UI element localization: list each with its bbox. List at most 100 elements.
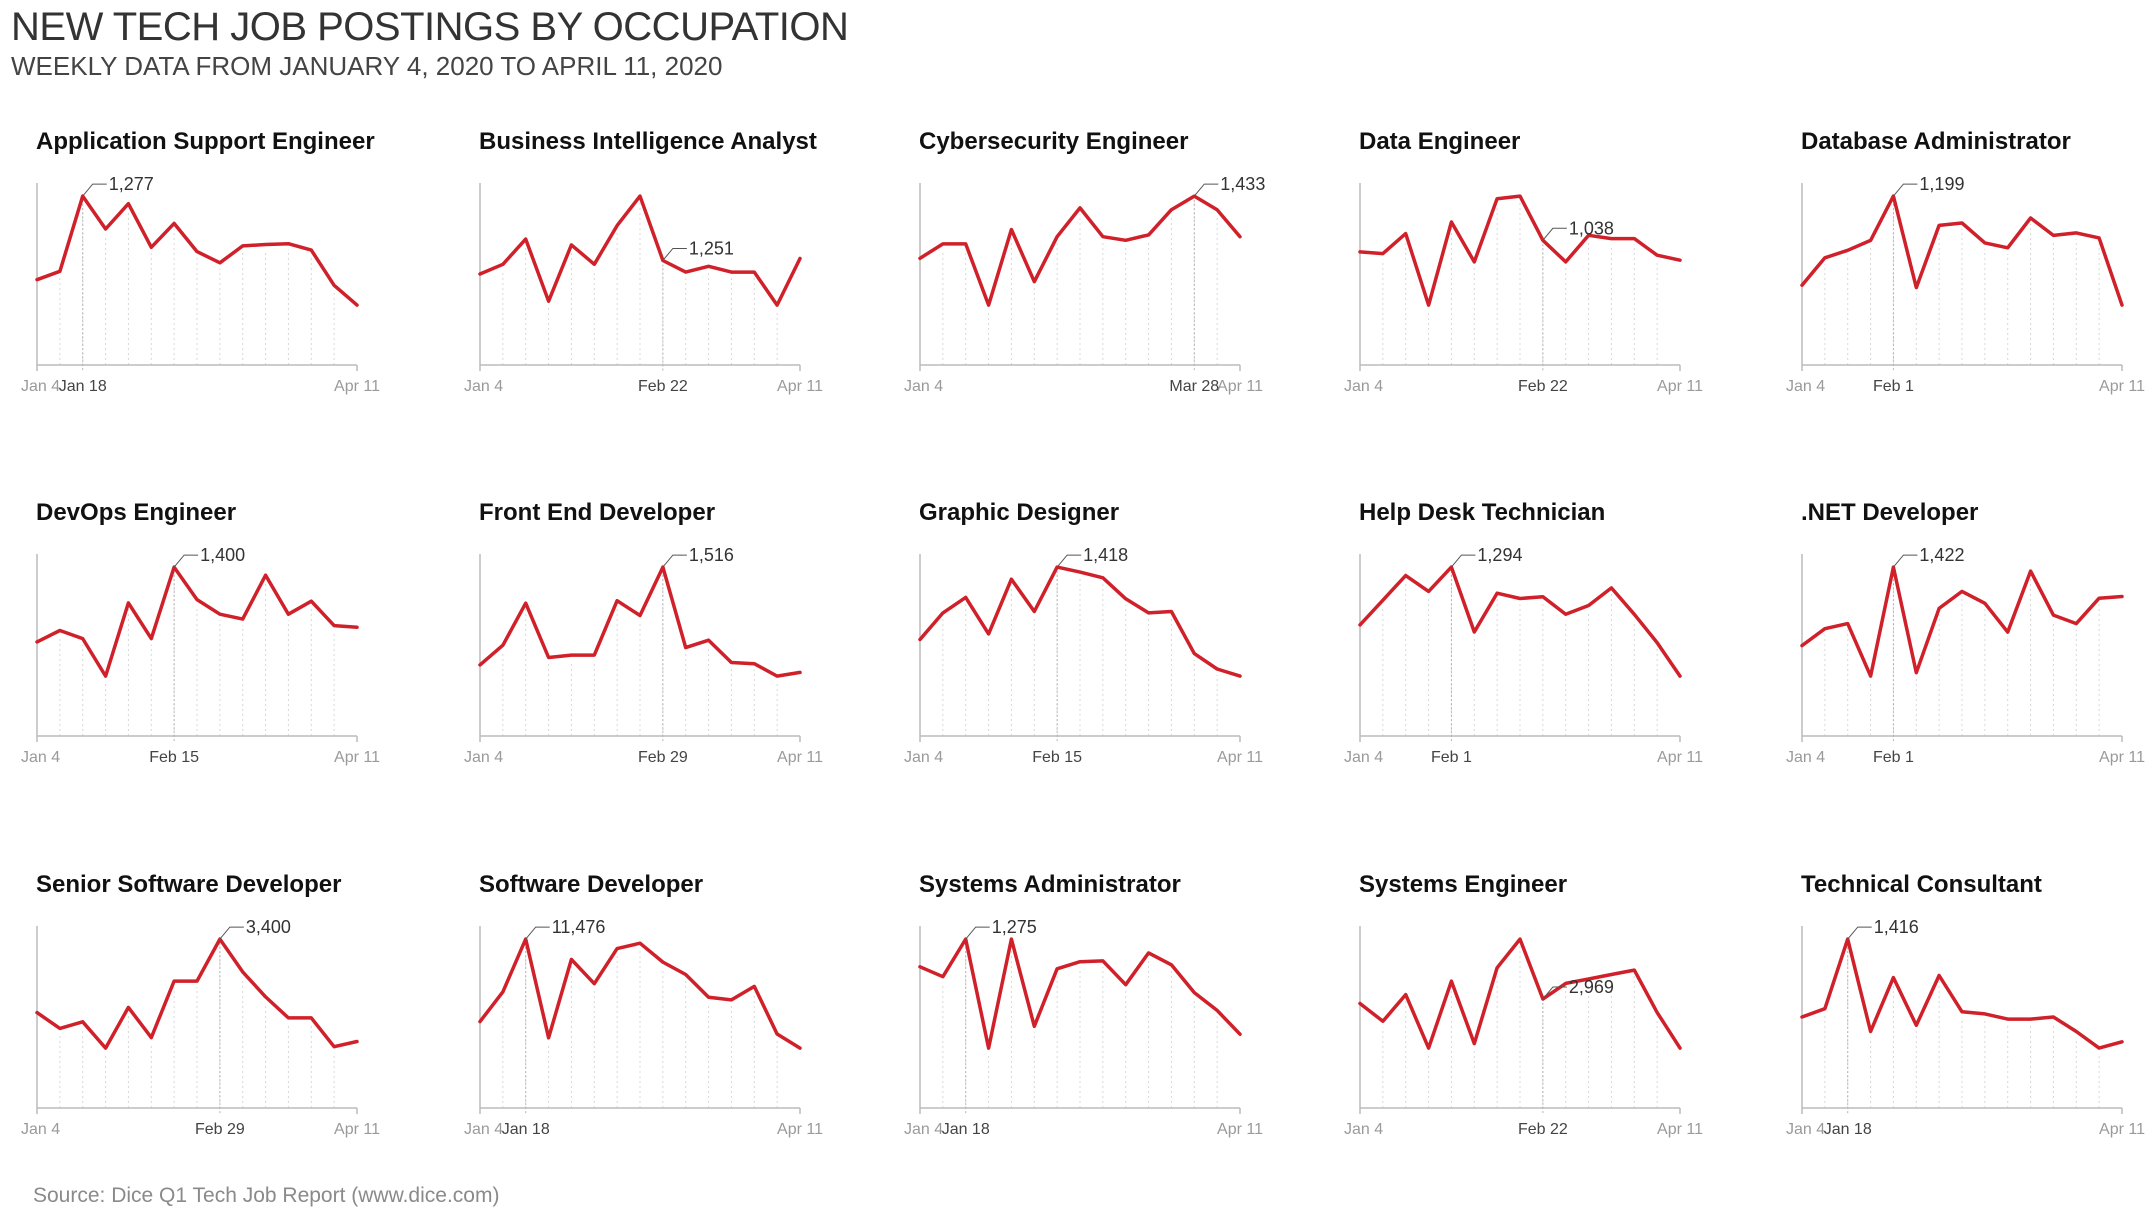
peak-leader [1056,554,1082,568]
peak-value-label: 1,251 [689,238,734,258]
x-tick-label-end: Apr 11 [1217,1121,1263,1138]
x-tick-label-end: Apr 11 [2099,378,2145,395]
x-tick-label-end: Apr 11 [1657,749,1703,766]
x-tick-label-peak: Feb 22 [638,378,688,395]
x-tick-label-start: Jan 4 [1786,378,1825,395]
chart-panel: Application Support Engineer 1,277 Jan 4 Ap… [21,128,380,395]
chart-panel: Senior Software Developer 3,400 Jan 4 Apr 1… [21,871,380,1138]
x-tick-label-start: Jan 4 [21,749,60,766]
x-tick-label-end: Apr 11 [1217,749,1263,766]
peak-leader [1542,986,1567,1000]
panel-title: Software Developer [479,871,703,898]
peak-leader [1542,227,1567,241]
chart-panel: Graphic Designer 1,418 Jan 4 Apr 11 Feb 15 [904,499,1263,766]
peak-leader [219,926,244,940]
x-tick-label-peak: Feb 29 [638,749,688,766]
chart-panel: Front End Developer 1,516 Jan 4 Apr 11 Feb 2… [464,499,823,766]
chart-panel: Systems Engineer 2,969 Jan 4 Apr 11 Feb 22 [1344,871,1703,1138]
panel-title: Technical Consultant [1801,871,2042,898]
peak-leader [1193,183,1219,197]
x-tick-label-start: Jan 4 [1344,1121,1383,1138]
x-tick-label-end: Apr 11 [777,749,823,766]
panel-title: .NET Developer [1801,499,1978,526]
x-tick-label-peak: Jan 18 [1824,1121,1872,1138]
peak-value-label: 1,038 [1569,218,1614,238]
x-tick-label-end: Apr 11 [334,1121,380,1138]
x-tick-label-end: Apr 11 [1657,1121,1703,1138]
x-tick-label-peak: Feb 1 [1431,749,1472,766]
peak-leader [525,926,550,940]
chart-panel: .NET Developer 1,422 Jan 4 Apr 11 Feb 1 [1786,499,2145,766]
x-tick-label-peak: Feb 29 [195,1121,245,1138]
panel-title: DevOps Engineer [36,499,236,526]
panel-title: Systems Administrator [919,871,1181,898]
peak-leader [965,926,990,940]
series-line [478,937,802,1050]
x-tick-label-end: Apr 11 [334,378,380,395]
x-tick-label-peak: Feb 15 [1032,749,1082,766]
x-tick-label-start: Jan 4 [21,378,60,395]
peak-value-label: 1,416 [1874,917,1919,937]
page-subtitle: WEEKLY DATA FROM JANUARY 4, 2020 TO APRI… [11,51,723,81]
peak-value-label: 1,199 [1919,174,1964,194]
x-tick-label-start: Jan 4 [21,1121,60,1138]
peak-leader [662,554,687,568]
peak-leader [1847,926,1872,940]
peak-value-label: 1,400 [200,545,245,565]
x-tick-label-start: Jan 4 [904,749,943,766]
x-tick-label-peak: Mar 28 [1169,378,1219,395]
series-line [1800,194,2124,307]
x-tick-label-peak: Jan 18 [502,1121,550,1138]
panel-title: Systems Engineer [1359,871,1567,898]
chart-panel: Systems Administrator 1,275 Jan 4 Apr 11 Jan… [904,871,1263,1138]
x-tick-label-peak: Feb 22 [1518,1121,1568,1138]
chart-panel: Database Administrator 1,199 Jan 4 Apr 11 Fe… [1786,128,2145,395]
panel-title: Data Engineer [1359,128,1520,155]
series-line [918,937,1242,1050]
series-line [918,194,1242,307]
x-tick-label-end: Apr 11 [2099,749,2145,766]
series-line [1358,194,1682,307]
x-tick-label-peak: Feb 22 [1518,378,1568,395]
chart-panel: Software Developer 11,476 Jan 4 Apr 11 Jan 1… [464,871,823,1138]
x-tick-label-start: Jan 4 [464,749,503,766]
series-line [478,565,802,678]
chart-panel: Business Intelligence Analyst 1,251 Jan 4 A… [464,128,823,395]
x-tick-label-start: Jan 4 [1344,749,1383,766]
x-tick-label-end: Apr 11 [777,378,823,395]
peak-value-label: 2,969 [1569,977,1614,997]
peak-leader [1451,554,1476,568]
peak-leader [1893,554,1918,568]
peak-leader [82,183,107,197]
x-tick-label-start: Jan 4 [904,1121,943,1138]
x-tick-label-start: Jan 4 [1786,749,1825,766]
x-tick-label-start: Jan 4 [464,378,503,395]
x-tick-label-start: Jan 4 [464,1121,503,1138]
x-tick-label-end: Apr 11 [1217,378,1263,395]
x-tick-label-end: Apr 11 [777,1121,823,1138]
panel-title: Business Intelligence Analyst [479,128,817,155]
panel-title: Application Support Engineer [36,128,375,155]
panel-title: Help Desk Technician [1359,499,1605,526]
series-line [918,565,1242,678]
x-tick-label-end: Apr 11 [2099,1121,2145,1138]
peak-leader [662,247,687,261]
peak-value-label: 1,516 [689,545,734,565]
peak-value-label: 1,275 [992,917,1037,937]
series-line [1358,565,1682,678]
chart-panel: Technical Consultant 1,416 Jan 4 Apr 11 Jan … [1786,871,2145,1138]
peak-leader [173,554,199,568]
x-tick-label-end: Apr 11 [1657,378,1703,395]
chart-panel: DevOps Engineer 1,400 Jan 4 Apr 11 Feb 15 [21,499,380,766]
chart-panel: Cybersecurity Engineer 1,433 Jan 4 Apr 11Ma… [904,128,1265,395]
panel-title: Graphic Designer [919,499,1119,526]
x-tick-label-peak: Jan 18 [59,378,107,395]
series-line [1358,937,1682,1050]
x-tick-label-start: Jan 4 [1786,1121,1825,1138]
series-line [35,194,359,307]
peak-value-label: 1,277 [109,174,154,194]
chart-panel: Help Desk Technician 1,294 Jan 4 Apr 11 Feb … [1344,499,1703,766]
panel-title: Senior Software Developer [36,871,341,898]
